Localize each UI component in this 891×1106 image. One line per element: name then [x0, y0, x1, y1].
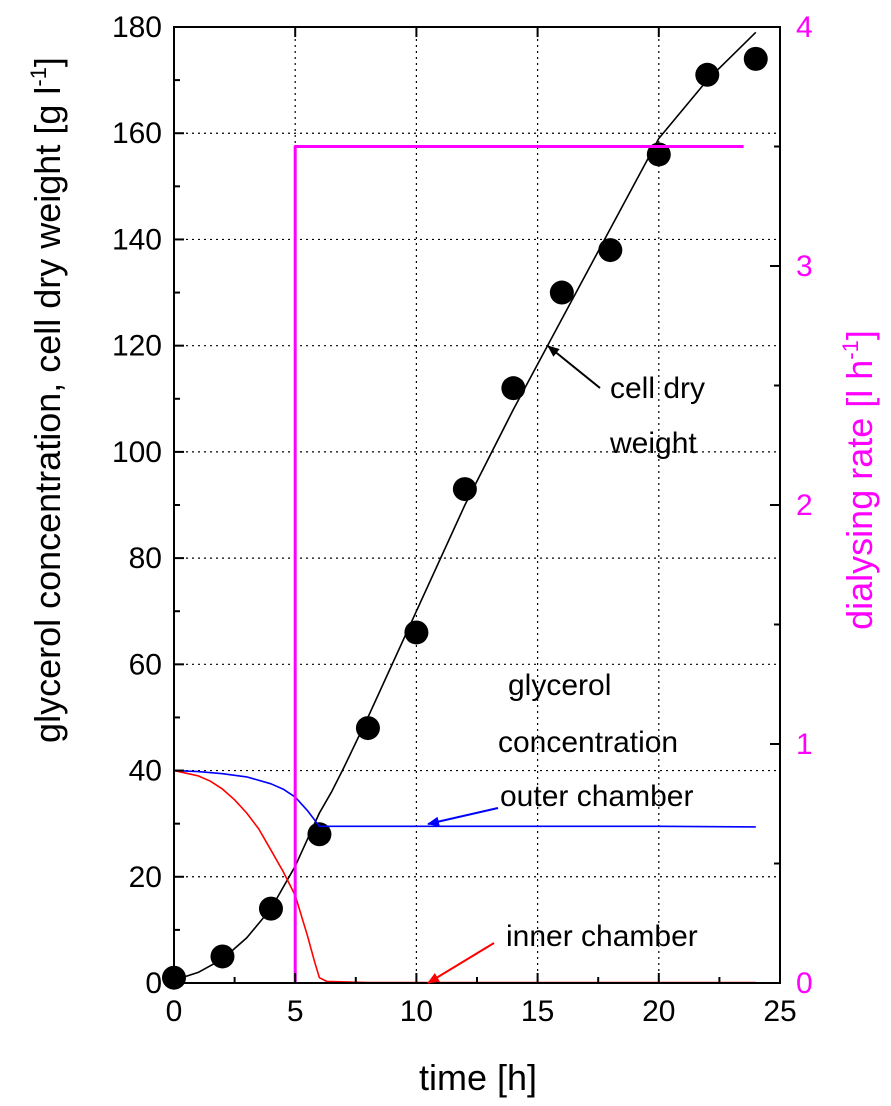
x-tick-label-1: 5	[287, 995, 304, 1028]
y2-tick-label-2: 2	[796, 489, 813, 522]
y2-tick-label-4: 4	[796, 11, 813, 44]
series-line-cell-dry-weight-1	[173, 31, 757, 982]
annotation-cell-line1: cell dry	[610, 372, 705, 405]
y-tick-label-9: 180	[112, 11, 162, 44]
data-point-cell-dry-weight-11	[695, 62, 720, 87]
annotation-inner-chamber: inner chamber	[506, 920, 698, 953]
data-point-cell-dry-weight-12	[743, 46, 768, 71]
y2-axis-ticks: 0 1 2 3 4	[770, 11, 813, 1000]
y-axis-title: glycerol concentration, cell dry weight …	[26, 57, 68, 743]
data-point-cell-dry-weight-6	[452, 477, 477, 502]
data-point-cell-dry-weight-3	[307, 822, 332, 847]
y-tick-label-0: 0	[145, 967, 162, 1000]
x-tick-label-2: 10	[400, 995, 433, 1028]
plot-series	[162, 31, 768, 990]
annotations: cell dry weight glycerol concentration o…	[427, 345, 705, 984]
x-tick-label-5: 25	[763, 995, 796, 1028]
x-tick-label-3: 15	[521, 995, 554, 1028]
y-axis-title-sup: -1	[26, 67, 51, 87]
arrow-inner-chamber	[427, 942, 495, 984]
y-tick-label-8: 160	[112, 117, 162, 150]
y-axis-ticks: 0 20 40 60 80 100 120 140 160 180	[112, 11, 184, 1000]
data-point-cell-dry-weight-8	[549, 280, 574, 305]
y2-tick-label-0: 0	[796, 967, 813, 1000]
y-axis-title-main: glycerol concentration, cell dry weight …	[27, 87, 68, 743]
grid	[174, 27, 780, 983]
x-axis-title: time [h]	[419, 1057, 537, 1098]
annotation-outer-chamber: outer chamber	[500, 780, 693, 813]
arrow-cell-dry-weight	[547, 345, 601, 389]
data-point-cell-dry-weight-1	[210, 944, 235, 969]
y-tick-label-3: 60	[129, 648, 162, 681]
y2-axis-title-close: ]	[839, 330, 880, 340]
y-tick-label-7: 140	[112, 223, 162, 256]
x-tick-label-0: 0	[166, 995, 183, 1028]
arrow-outer-chamber	[427, 807, 499, 827]
annotation-cell-line2: weight	[609, 427, 697, 460]
y-tick-label-5: 100	[112, 436, 162, 469]
x-axis-ticks: 0 5 10 15 20 25	[166, 27, 797, 1028]
x-tick-label-4: 20	[642, 995, 675, 1028]
y2-tick-label-1: 1	[796, 728, 813, 761]
y-tick-label-1: 20	[129, 861, 162, 894]
y2-axis-title: dialysing rate [l h-1]	[838, 330, 880, 630]
y2-axis-title-sup: -1	[838, 340, 863, 360]
annotation-glycerol-line1: glycerol	[508, 669, 611, 702]
data-point-cell-dry-weight-4	[355, 716, 380, 741]
data-point-cell-dry-weight-5	[404, 620, 429, 645]
y2-tick-label-3: 3	[796, 250, 813, 283]
y-tick-label-6: 120	[112, 330, 162, 363]
series-line-dialysing-rate-4	[293, 145, 744, 983]
series-line-outer-chamber-2	[173, 769, 756, 828]
data-point-cell-dry-weight-9	[598, 238, 623, 263]
y-tick-label-4: 80	[129, 542, 162, 575]
annotation-glycerol-line2: concentration	[498, 726, 678, 759]
y-axis-title-close: ]	[27, 57, 68, 67]
data-point-cell-dry-weight-7	[501, 376, 526, 401]
y2-axis-title-main: dialysing rate [l h	[839, 360, 880, 630]
y-tick-label-2: 40	[129, 755, 162, 788]
